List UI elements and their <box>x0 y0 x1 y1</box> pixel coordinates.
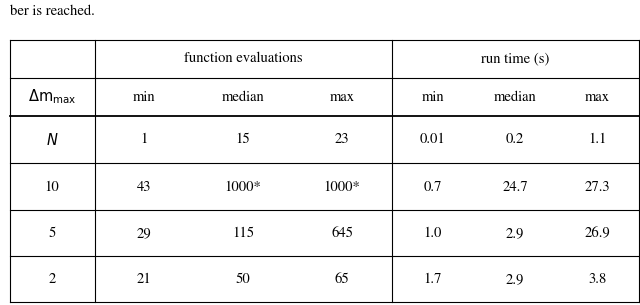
Text: run time (s): run time (s) <box>481 52 549 65</box>
Text: max: max <box>585 90 610 103</box>
Text: 1000*: 1000* <box>225 180 262 193</box>
Text: 2.9: 2.9 <box>506 272 524 286</box>
Text: 115: 115 <box>232 227 254 240</box>
Text: 0.01: 0.01 <box>420 133 445 146</box>
Text: 2: 2 <box>49 272 56 286</box>
Text: min: min <box>422 90 444 103</box>
Text: 10: 10 <box>45 180 60 193</box>
Text: 0.2: 0.2 <box>506 133 524 146</box>
Text: 50: 50 <box>236 272 251 286</box>
Text: 5: 5 <box>49 227 56 240</box>
Text: $N$: $N$ <box>46 131 58 148</box>
Text: 645: 645 <box>331 227 353 240</box>
Text: median: median <box>222 90 264 103</box>
Text: max: max <box>330 90 355 103</box>
Text: 27.3: 27.3 <box>585 180 611 193</box>
Text: 26.9: 26.9 <box>585 227 611 240</box>
Text: 0.7: 0.7 <box>424 180 442 193</box>
Text: 3.8: 3.8 <box>588 272 607 286</box>
Text: $\Delta$m$_{\mathrm{max}}$: $\Delta$m$_{\mathrm{max}}$ <box>28 88 76 106</box>
Text: 43: 43 <box>137 180 152 193</box>
Text: 1.1: 1.1 <box>588 133 607 146</box>
Text: 1.7: 1.7 <box>424 272 442 286</box>
Text: min: min <box>133 90 156 103</box>
Text: 65: 65 <box>335 272 349 286</box>
Text: 29: 29 <box>137 227 152 240</box>
Text: ber is reached.: ber is reached. <box>10 5 94 18</box>
Text: 1.0: 1.0 <box>424 227 442 240</box>
Text: function evaluations: function evaluations <box>184 52 303 65</box>
Text: 21: 21 <box>137 272 152 286</box>
Text: 2.9: 2.9 <box>506 227 524 240</box>
Text: median: median <box>494 90 536 103</box>
Text: 23: 23 <box>335 133 349 146</box>
Text: 1: 1 <box>141 133 148 146</box>
Text: 15: 15 <box>236 133 251 146</box>
Text: 1000*: 1000* <box>324 180 360 193</box>
Text: 24.7: 24.7 <box>502 180 528 193</box>
